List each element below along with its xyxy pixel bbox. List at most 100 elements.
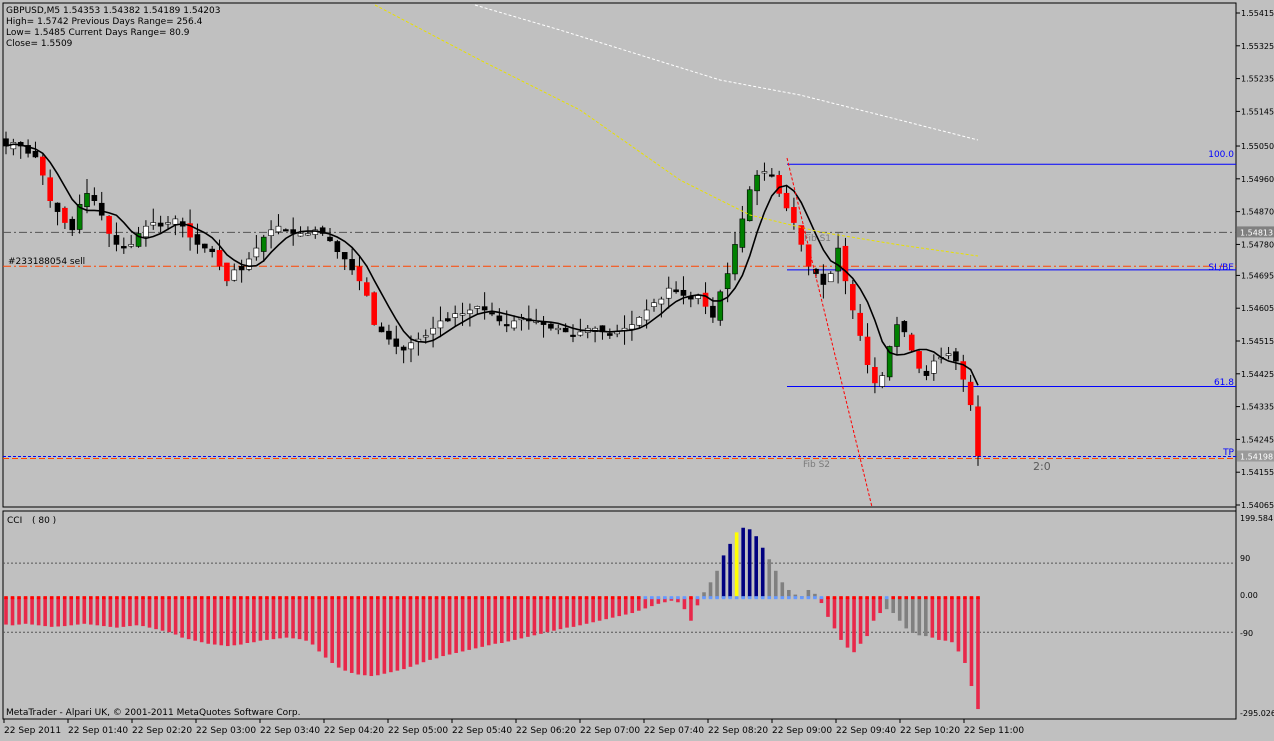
cci-bar	[930, 597, 935, 638]
cci-zero-dot	[330, 596, 334, 600]
candle	[69, 216, 76, 236]
cci-bar	[330, 597, 334, 663]
candle-body	[658, 298, 665, 305]
price-tick-label: 1.55050	[1241, 142, 1274, 151]
candle	[496, 308, 503, 326]
candle-body	[798, 225, 805, 245]
candle	[47, 169, 53, 208]
cci-zero-dot	[265, 596, 269, 600]
candle-body	[150, 222, 157, 226]
candle-body	[246, 258, 252, 270]
cci-bar	[741, 527, 745, 598]
cci-zero-dot	[924, 596, 928, 600]
cci-bar	[389, 597, 393, 673]
time-tick-label: 22 Sep 03:40	[260, 726, 320, 736]
cci-zero-dot	[650, 596, 654, 600]
cci-bar	[682, 597, 687, 610]
cci-bar	[121, 597, 126, 627]
cci-bar	[245, 597, 250, 643]
cci-zero-dot	[402, 596, 406, 600]
cci-bar	[969, 597, 974, 687]
cci-zero-dot	[930, 596, 935, 600]
cci-zero-dot	[356, 596, 361, 600]
cci-zero-dot	[395, 596, 400, 600]
overlay-lines	[5, 4, 979, 508]
order-label: #233188054 sell	[8, 257, 85, 267]
cci-bar	[676, 597, 680, 603]
cci-zero-dot	[297, 596, 302, 600]
cci-bar	[75, 597, 80, 625]
cci-bar	[767, 559, 772, 598]
candle-body	[879, 375, 886, 387]
cci-bar	[650, 597, 654, 607]
cci-bar	[734, 532, 739, 598]
candle	[40, 153, 46, 185]
candle	[827, 271, 834, 283]
cci-zero-dot	[826, 596, 830, 600]
candle-body	[710, 305, 716, 318]
cci-zero-dot	[513, 596, 517, 600]
candle	[732, 231, 738, 281]
candle-body	[931, 360, 937, 374]
cci-bar	[225, 597, 230, 647]
cci-zero-dot	[206, 596, 211, 600]
cci-bar	[910, 597, 915, 634]
candle	[364, 277, 370, 297]
candle-body	[665, 287, 672, 299]
cci-bar	[897, 597, 902, 621]
candle	[467, 303, 473, 327]
cci-bar	[239, 597, 243, 645]
candle-body	[106, 216, 112, 234]
cci-bar	[62, 597, 67, 627]
cci-bar	[402, 597, 406, 670]
candle	[386, 324, 392, 345]
white-ma-line	[474, 4, 979, 141]
cci-bar	[343, 597, 348, 671]
cci-zero-dot	[499, 596, 504, 600]
candle	[378, 322, 385, 333]
candle-body	[570, 334, 576, 337]
candle-body	[47, 177, 53, 201]
candle	[820, 264, 827, 299]
time-tick-label: 22 Sep 09:40	[836, 726, 896, 736]
candle	[754, 170, 760, 206]
cci-bar	[858, 597, 863, 644]
candle	[908, 332, 915, 353]
candle	[481, 292, 488, 320]
cci-tick-90: 90	[1240, 554, 1250, 563]
cci-bar	[408, 597, 413, 667]
cci-bar	[558, 597, 563, 630]
candle	[283, 228, 289, 232]
candle-body	[607, 333, 613, 336]
cci-zero-dot	[232, 596, 237, 600]
cci-zero-dot	[806, 596, 811, 600]
candle-body	[371, 292, 377, 325]
price-tag: 1.54198	[1237, 450, 1274, 462]
price-tick-label: 1.55325	[1241, 42, 1274, 51]
cci-bar	[617, 597, 622, 617]
cci-bar	[819, 597, 824, 604]
cci-zero-dot	[839, 596, 843, 600]
candle-body	[761, 171, 768, 174]
cci-zero-dot	[963, 596, 967, 600]
time-tick-label: 22 Sep 04:20	[324, 726, 384, 736]
candle	[607, 328, 613, 339]
cci-zero-dot	[813, 596, 817, 600]
candle	[717, 289, 724, 326]
candle	[776, 170, 782, 197]
candle-body	[975, 406, 981, 457]
cci-bar	[167, 597, 171, 633]
price-tick-label: 1.54245	[1241, 435, 1274, 444]
cci-bar	[708, 582, 713, 598]
price-tick-label: 1.54780	[1241, 240, 1274, 249]
candle	[150, 208, 157, 230]
cci-zero-dot	[878, 596, 882, 600]
cci-zero-dot	[610, 596, 615, 600]
candle	[400, 345, 407, 364]
candle	[842, 237, 849, 295]
cci-zero-dot	[558, 596, 563, 600]
cci-bar	[56, 597, 60, 627]
cci-period: ( 80 )	[32, 516, 56, 526]
candle-body	[25, 145, 31, 154]
